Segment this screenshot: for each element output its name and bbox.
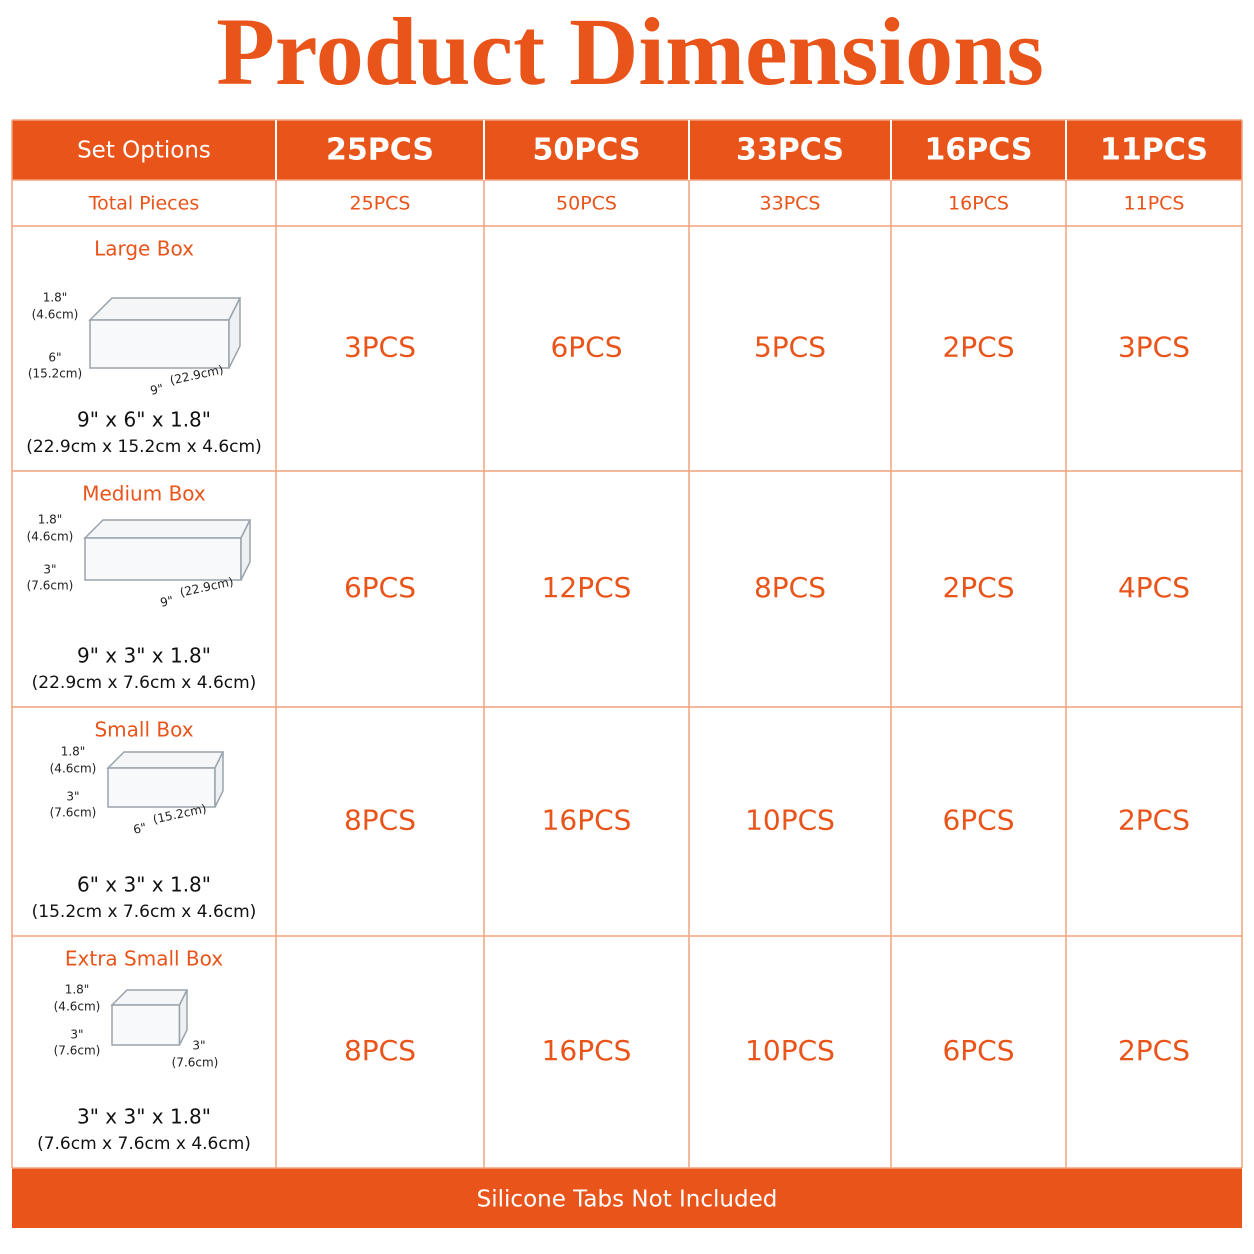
box-body (84, 537, 242, 581)
depth-cm: (7.6cm) (27, 579, 74, 593)
footer: Silicone Tabs Not Included (477, 1187, 778, 1213)
width-label: 3" (192, 1039, 205, 1053)
depth-cm: (7.6cm) (54, 1044, 101, 1058)
width-cm: (7.6cm) (172, 1056, 219, 1070)
size: 6" x 3" x 1.8" (77, 873, 211, 897)
height-cm: (4.6cm) (50, 762, 97, 776)
width-label: 6" (132, 820, 148, 836)
total-cell: 50PCS (556, 193, 617, 215)
depth-cm: (15.2cm) (28, 367, 82, 381)
count-cell: 8PCS (754, 571, 826, 604)
box-name: Large Box (94, 237, 194, 261)
count-cell: 12PCS (542, 571, 632, 604)
size-cm: (7.6cm x 7.6cm x 4.6cm) (37, 1134, 251, 1154)
box-body (111, 1004, 181, 1046)
count-cell: 4PCS (1118, 571, 1190, 604)
height-cm: (4.6cm) (27, 530, 74, 544)
box-name: Small Box (94, 718, 193, 742)
width-label: 9" (149, 381, 165, 397)
count-cell: 2PCS (1118, 804, 1190, 837)
height-label: 1.8" (65, 983, 90, 997)
depth-cm: (7.6cm) (50, 806, 97, 820)
height-cm: (4.6cm) (32, 308, 79, 322)
count-cell: 10PCS (745, 804, 835, 837)
header-cell: 16PCS (925, 133, 1033, 168)
header-cell: 25PCS (326, 133, 434, 168)
width-label: 9" (159, 593, 175, 609)
count-cell: 3PCS (344, 331, 416, 364)
total-cell: Total Pieces (88, 193, 199, 215)
box-side (214, 751, 224, 808)
box-top (110, 989, 189, 1006)
depth-label: 3" (66, 790, 79, 804)
depth-label: 3" (43, 563, 56, 577)
count-cell: 8PCS (344, 1034, 416, 1067)
box-top (88, 297, 242, 321)
height-label: 1.8" (61, 745, 86, 759)
box-name: Medium Box (82, 482, 206, 506)
box-side (178, 989, 188, 1046)
count-cell: 10PCS (745, 1034, 835, 1067)
depth-label: 6" (48, 351, 61, 365)
size: 3" x 3" x 1.8" (77, 1105, 211, 1129)
total-cell: 25PCS (350, 193, 411, 215)
height-label: 1.8" (43, 291, 68, 305)
height-label: 1.8" (38, 513, 63, 527)
header-cell: 33PCS (736, 133, 844, 168)
count-cell: 16PCS (542, 804, 632, 837)
size-cm: (22.9cm x 15.2cm x 4.6cm) (26, 437, 261, 457)
header-label: Set Options (77, 138, 211, 164)
header-band (12, 120, 1242, 180)
count-cell: 6PCS (550, 331, 622, 364)
box-name: Extra Small Box (65, 947, 223, 971)
box-body (89, 319, 230, 369)
title: Product Dimensions (216, 0, 1044, 105)
header-cell: 50PCS (533, 133, 641, 168)
footer-band (12, 1168, 1242, 1228)
header-cell: 11PCS (1100, 133, 1208, 168)
count-cell: 2PCS (942, 571, 1014, 604)
count-cell: 8PCS (344, 804, 416, 837)
size: 9" x 3" x 1.8" (77, 644, 211, 668)
depth-label: 3" (70, 1028, 83, 1042)
box-top (83, 519, 252, 539)
count-cell: 3PCS (1118, 331, 1190, 364)
box-side (240, 519, 251, 581)
box-body (107, 767, 216, 808)
height-cm: (4.6cm) (54, 1000, 101, 1014)
total-cell: 11PCS (1124, 193, 1185, 215)
box-top (106, 751, 225, 769)
box-side (228, 297, 241, 369)
count-cell: 2PCS (942, 331, 1014, 364)
count-cell: 6PCS (344, 571, 416, 604)
count-cell: 6PCS (942, 1034, 1014, 1067)
count-cell: 2PCS (1118, 1034, 1190, 1067)
count-cell: 5PCS (754, 331, 826, 364)
total-cell: 33PCS (760, 193, 821, 215)
total-cell: 16PCS (948, 193, 1009, 215)
size-cm: (22.9cm x 7.6cm x 4.6cm) (32, 673, 257, 693)
size-cm: (15.2cm x 7.6cm x 4.6cm) (32, 902, 257, 922)
count-cell: 6PCS (942, 804, 1014, 837)
count-cell: 16PCS (542, 1034, 632, 1067)
size: 9" x 6" x 1.8" (77, 408, 211, 432)
